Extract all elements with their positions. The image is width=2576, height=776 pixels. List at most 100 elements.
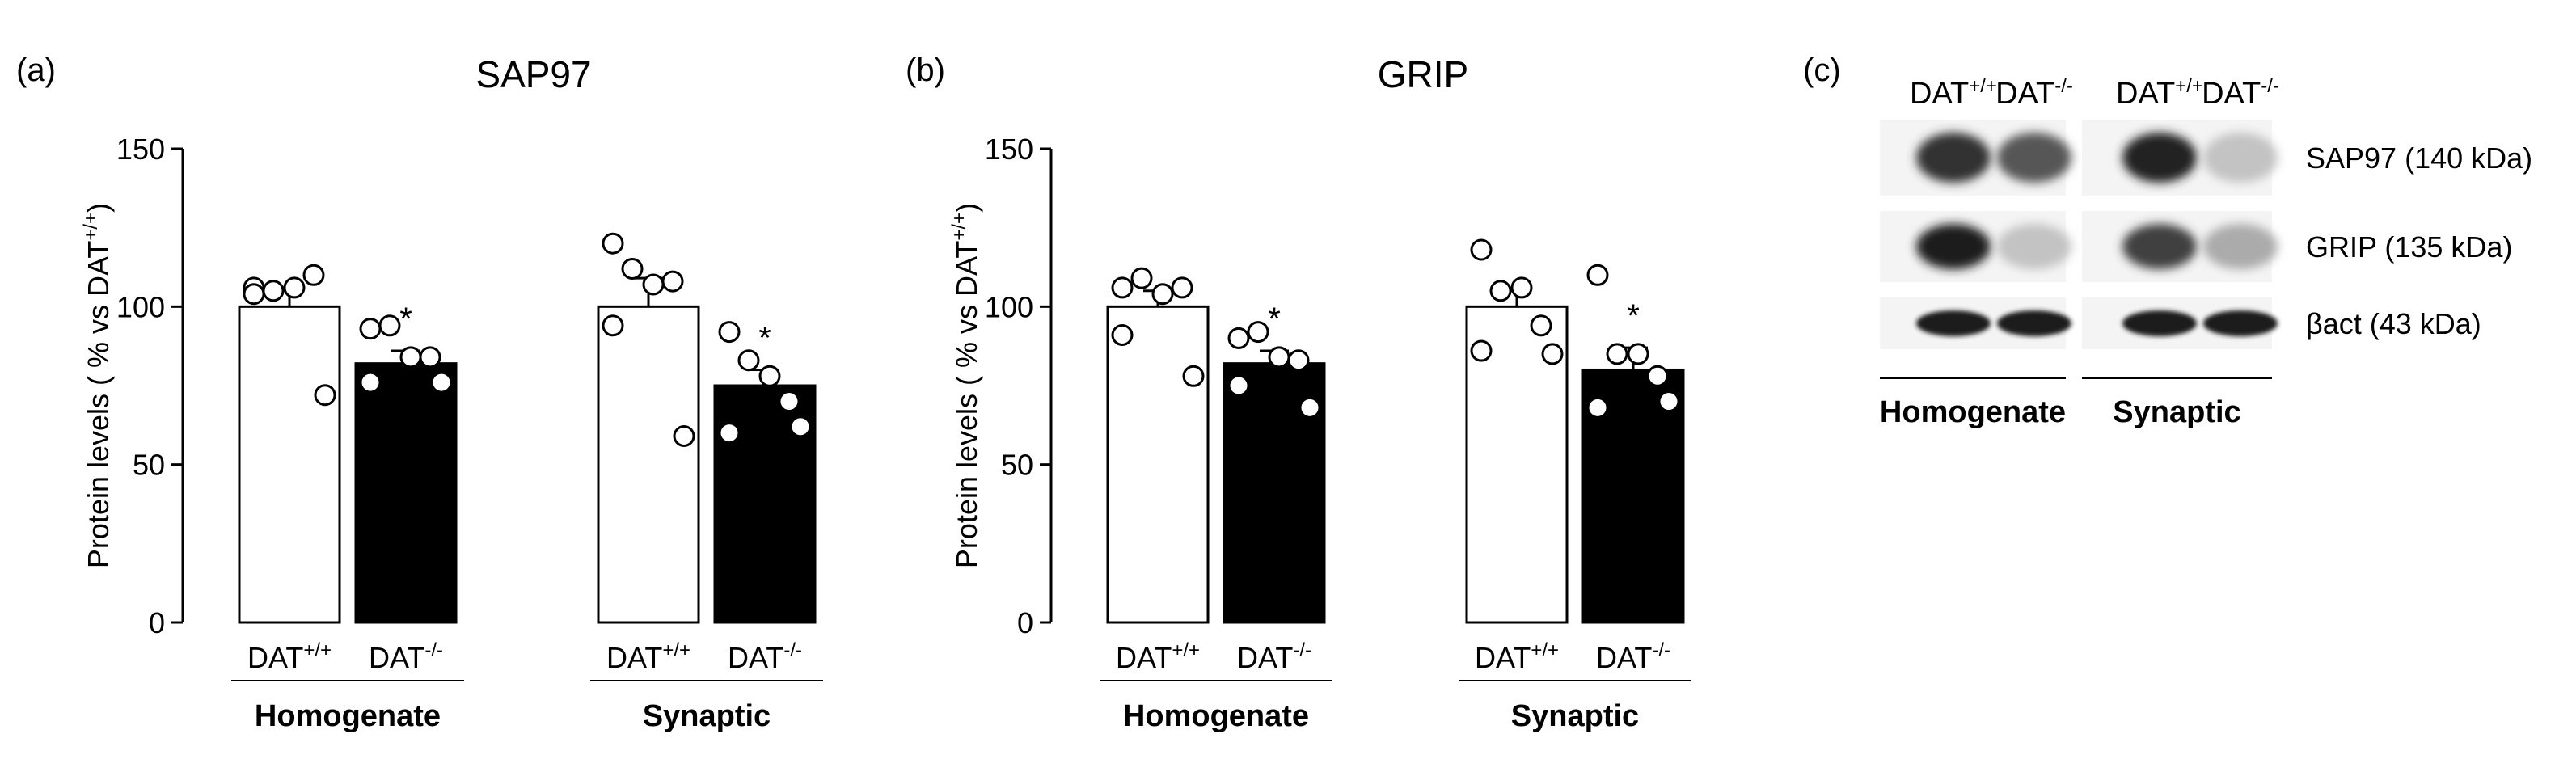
data-point [602, 314, 624, 337]
lane-label: DAT+/+ [2116, 75, 2203, 111]
data-point [1541, 343, 1564, 365]
data-point [1658, 390, 1680, 413]
data-point [1586, 396, 1609, 419]
data-point [737, 349, 760, 372]
x-tick-label: DAT+/+ [1475, 639, 1559, 674]
lane-label: DAT-/- [1995, 75, 2073, 111]
data-point [1470, 238, 1493, 261]
significance-marker: * [758, 320, 771, 356]
chart-title: GRIP [1378, 53, 1468, 95]
data-point [1530, 314, 1552, 337]
data-point [789, 415, 812, 438]
y-axis-label: Protein levels ( % vs DAT+/+) [80, 203, 115, 568]
fraction-label: Synaptic [2113, 395, 2240, 429]
blot-band [1916, 133, 1991, 183]
blot-band [2203, 133, 2278, 183]
data-point [778, 390, 800, 413]
data-point [1586, 264, 1609, 286]
chart-plot-area: 0 50 100 150 Protein levels ( % vs DAT+/+) DA… [80, 133, 823, 733]
data-point [1268, 346, 1290, 369]
data-point [359, 371, 382, 394]
data-point [1227, 374, 1250, 397]
data-point [1470, 340, 1493, 362]
y-tick-label: 0 [149, 606, 165, 639]
data-point [718, 321, 741, 344]
significance-marker: * [1268, 302, 1281, 337]
bar [354, 362, 458, 624]
data-point [1151, 283, 1174, 306]
x-tick-label: DAT+/+ [606, 639, 690, 674]
blot-band [1916, 224, 1991, 269]
bar [597, 305, 700, 624]
y-axis-label: Protein levels ( % vs DAT+/+) [948, 203, 983, 568]
blot-band [1916, 310, 1991, 336]
data-point [661, 270, 684, 293]
y-tick-label: 100 [985, 290, 1033, 323]
blot-row-label: GRIP (135 kDa) [2306, 230, 2512, 264]
panel-a-label: (a) [16, 53, 56, 88]
x-tick-label: DAT-/- [1237, 639, 1311, 674]
data-point [378, 314, 401, 337]
group-label: Synaptic [643, 699, 771, 733]
group-label: Homogenate [255, 699, 441, 733]
blot-band [2203, 224, 2278, 269]
x-tick-label: DAT-/- [1596, 639, 1670, 674]
data-point [243, 283, 265, 306]
data-point [673, 425, 695, 448]
data-point [1182, 365, 1205, 387]
chart-sap97: SAP97 0 50 100 150 Protein levels ( % vs DAT… [80, 53, 823, 733]
data-point [1227, 327, 1250, 349]
data-point [283, 276, 306, 299]
y-tick-label: 150 [116, 133, 165, 166]
data-point [1606, 343, 1628, 365]
data-point [1489, 280, 1512, 302]
y-tick-label: 150 [985, 133, 1033, 166]
data-point [399, 346, 422, 369]
data-point [1510, 276, 1533, 299]
data-point [642, 273, 665, 296]
blot-band [2122, 310, 2197, 336]
lane-label: DAT-/- [2202, 75, 2279, 111]
western-blot: DAT+/+DAT-/- DAT+/+DAT-/-SAP97 (140 kDa)G… [1880, 75, 2532, 429]
panel-c-label: (c) [1803, 53, 1841, 88]
y-tick-label: 50 [133, 449, 165, 482]
y-tick-label: 100 [116, 290, 165, 323]
data-point [1247, 321, 1269, 344]
data-point [602, 232, 624, 255]
data-point [262, 280, 285, 302]
x-tick-label: DAT+/+ [1116, 639, 1200, 674]
blot-band [1997, 133, 2071, 183]
blot-row-label: βact (43 kDa) [2306, 307, 2481, 340]
chart-plot-area: 0 50 100 150 Protein levels ( % vs DAT+/+) DA… [948, 133, 1691, 733]
group-label: Synaptic [1511, 699, 1639, 733]
group-label: Homogenate [1123, 699, 1309, 733]
blot-band [2122, 224, 2197, 269]
data-point [1646, 365, 1669, 387]
data-point [1171, 276, 1193, 299]
data-point [430, 371, 453, 394]
data-point [419, 346, 441, 369]
lane-label: DAT+/+ [1910, 75, 1997, 111]
x-tick-label: DAT-/- [369, 639, 443, 674]
data-point [1111, 276, 1134, 299]
blot-band [2122, 133, 2197, 183]
blot-row-label: SAP97 (140 kDa) [2306, 141, 2532, 175]
data-point [359, 318, 382, 340]
blot-band [1997, 224, 2071, 269]
fraction-label: Homogenate [1880, 395, 2066, 429]
y-tick-label: 50 [1001, 449, 1033, 482]
data-point [1627, 343, 1649, 365]
y-tick-label: 0 [1017, 606, 1033, 639]
panel-b-label: (b) [906, 53, 945, 88]
bar [238, 305, 341, 624]
x-tick-label: DAT+/+ [247, 639, 332, 674]
data-point [1130, 267, 1153, 289]
data-point [758, 365, 781, 387]
significance-marker: * [1627, 298, 1640, 334]
data-point [314, 384, 336, 407]
data-point [302, 264, 325, 286]
x-tick-label: DAT-/- [728, 639, 802, 674]
data-point [718, 422, 741, 445]
data-point [1299, 396, 1321, 419]
